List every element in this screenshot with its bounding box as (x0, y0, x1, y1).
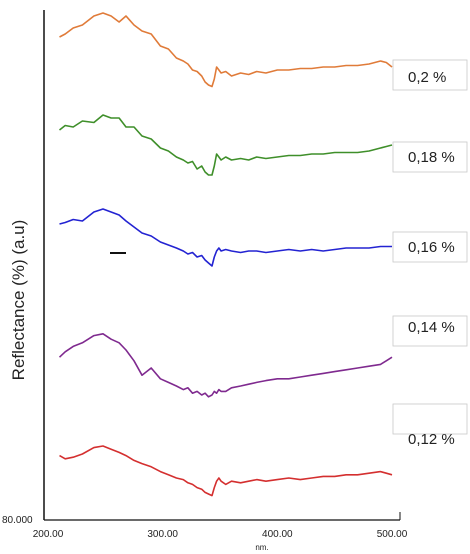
series-line-3 (60, 334, 393, 397)
plot-frame (44, 10, 400, 520)
x-axis-unit: nm. (255, 543, 268, 552)
legend-label-3: 0,14 % (408, 319, 455, 336)
legend-label-1: 0,18 % (408, 149, 455, 166)
legend-label-2: 0,16 % (408, 239, 455, 256)
y-axis-title: Reflectance (%) (a.u) (9, 220, 28, 381)
legend: 0,2 % 0,18 % 0,16 % 0,14 % 0,12 % (393, 60, 467, 448)
series-line-4 (60, 446, 393, 496)
x-axis-ticks: 200.00 300.00 400.00 500.00 (33, 529, 408, 540)
x-tick-label-2: 400.00 (262, 529, 293, 540)
series-line-1 (60, 115, 393, 175)
y-axis-min-label: 80.000 (2, 515, 33, 526)
series-line-2 (60, 209, 393, 266)
x-tick-label-3: 500.00 (377, 529, 408, 540)
x-tick-label-0: 200.00 (33, 529, 64, 540)
series-line-0 (60, 13, 393, 87)
legend-label-4: 0,12 % (408, 431, 455, 448)
legend-label-0: 0,2 % (408, 69, 446, 86)
series-layer (60, 13, 393, 496)
x-tick-label-1: 300.00 (147, 529, 178, 540)
legend-box-4 (393, 404, 467, 434)
